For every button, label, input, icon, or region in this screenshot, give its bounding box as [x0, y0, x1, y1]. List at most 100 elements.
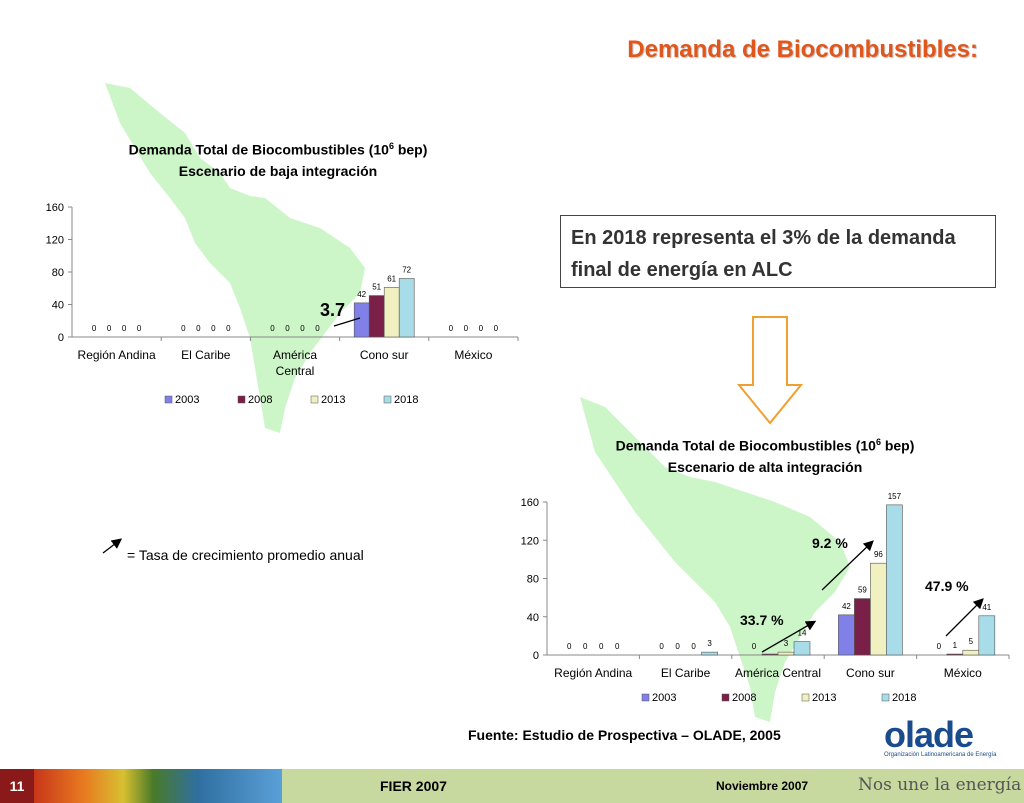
data-label: 59: [858, 586, 867, 595]
data-label: 0: [659, 642, 664, 651]
down-arrow-icon: [736, 316, 804, 425]
legend-swatch: [237, 395, 246, 404]
x-tick-label: Región Andina: [78, 348, 156, 362]
chart2-title-part1: Demanda Total de Biocombustibles (10: [615, 437, 876, 454]
x-tick-label: Cono sur: [846, 666, 895, 680]
growth-arrow-cono-icon: [821, 540, 874, 591]
footer-slogan: Nos une la energía: [858, 775, 1022, 795]
y-tick-label: 0: [533, 650, 539, 662]
data-label: 0: [449, 324, 454, 333]
data-label: 0: [583, 642, 588, 651]
data-label: 157: [888, 492, 902, 501]
legend-label: 2013: [321, 394, 345, 406]
x-tick-label: América Central: [735, 666, 821, 680]
chart1-title-part2: bep): [393, 141, 428, 158]
data-label: 0: [567, 642, 572, 651]
bar-2018: [398, 278, 415, 338]
callout-box: En 2018 representa el 3% de la demanda f…: [560, 215, 996, 288]
bar-2018: [978, 615, 996, 656]
legend-label: 2008: [732, 692, 756, 704]
data-label: 0: [675, 642, 680, 651]
data-label: 0: [196, 324, 201, 333]
data-label: 0: [270, 324, 275, 333]
data-label: 41: [982, 603, 991, 612]
bar-2018: [886, 504, 903, 656]
data-label: 0: [137, 324, 142, 333]
data-label: 0: [599, 642, 604, 651]
growth-label-cono: 9.2 %: [812, 535, 848, 551]
data-label: 0: [211, 324, 216, 333]
data-label: 42: [842, 602, 851, 611]
data-label: 0: [107, 324, 112, 333]
y-tick-label: 160: [521, 497, 539, 509]
x-tick-label: El Caribe: [661, 666, 711, 680]
data-label: 0: [92, 324, 97, 333]
x-tick-label: Cono sur: [360, 348, 409, 362]
legend-label: 2003: [652, 692, 676, 704]
growth-note-arrow-icon: [102, 538, 123, 554]
data-label: 0: [615, 642, 620, 651]
source-text: Fuente: Estudio de Prospectiva – OLADE, …: [468, 727, 781, 743]
chart2-subtitle: Escenario de alta integración: [667, 458, 863, 475]
y-tick-label: 160: [46, 202, 64, 214]
slide-number: 11: [0, 769, 34, 803]
growth-arrow-central-icon: [761, 620, 817, 653]
growth-label-central: 33.7 %: [740, 612, 784, 628]
x-tick-label: El Caribe: [181, 348, 231, 362]
data-label: 61: [387, 274, 396, 283]
data-label: 3: [784, 639, 789, 648]
olade-logo: olade: [884, 714, 974, 755]
data-label: 72: [402, 266, 411, 275]
x-tick-label: Región Andina: [554, 666, 632, 680]
data-label: 0: [122, 324, 127, 333]
chart1-title-sup: 6: [388, 141, 394, 151]
legend-swatch: [310, 395, 319, 404]
legend-swatch: [881, 693, 890, 702]
chart1-title: Demanda Total de Biocombustibles (106 be…: [80, 136, 476, 182]
data-label: 51: [372, 283, 381, 292]
data-label: 1: [953, 641, 958, 650]
x-tick-label: América: [273, 348, 317, 362]
x-tick-label: México: [944, 666, 982, 680]
bar-2018: [701, 651, 718, 656]
growth-arrow-mexico-icon: [945, 598, 984, 637]
growth-label-mexico: 47.9 %: [925, 578, 969, 594]
chart2-title-part2: bep): [880, 437, 915, 454]
data-label: 14: [798, 629, 807, 638]
low-growth-label: 3.7: [320, 300, 346, 320]
legend-swatch: [801, 693, 810, 702]
data-label: 0: [479, 324, 484, 333]
chart1-title-part1: Demanda Total de Biocombustibles (10: [128, 141, 389, 158]
chart2-title: Demanda Total de Biocombustibles (106 be…: [560, 432, 970, 478]
olade-logo-subtitle: Organización Latinoamericana de Energía: [884, 752, 997, 758]
y-tick-label: 120: [46, 235, 64, 247]
data-label: 96: [874, 550, 883, 559]
footer-date: Noviembre 2007: [716, 779, 809, 793]
chart1-subtitle: Escenario de baja integración: [178, 162, 378, 179]
data-label: 5: [969, 637, 974, 646]
chart1-plot: 0 40 80 120 160 Región Andina 0 0 0 0 El Caribe 0 0 0…: [46, 202, 519, 406]
y-tick-label: 40: [527, 612, 539, 624]
data-label: 0: [315, 324, 320, 333]
y-tick-label: 120: [521, 535, 539, 547]
data-label: 0: [300, 324, 305, 333]
data-label: 0: [226, 324, 231, 333]
data-label: 0: [691, 642, 696, 651]
bar-2018: [793, 641, 811, 656]
growth-note: = Tasa de crecimiento promedio anual: [127, 547, 364, 563]
data-label: 42: [357, 290, 366, 299]
data-label: 3: [707, 639, 712, 648]
data-label: 0: [937, 642, 942, 651]
legend-label: 2013: [812, 692, 836, 704]
legend-label: 2018: [394, 394, 418, 406]
y-tick-label: 40: [52, 300, 64, 312]
legend-swatch: [721, 693, 730, 702]
data-label: 0: [464, 324, 469, 333]
data-label: 0: [494, 324, 499, 333]
footer-photo-strip: [34, 769, 282, 803]
y-tick-label: 80: [52, 267, 64, 279]
y-tick-label: 0: [58, 332, 64, 344]
legend-swatch: [383, 395, 392, 404]
slide-title: Demanda de Biocombustibles:: [627, 36, 978, 63]
